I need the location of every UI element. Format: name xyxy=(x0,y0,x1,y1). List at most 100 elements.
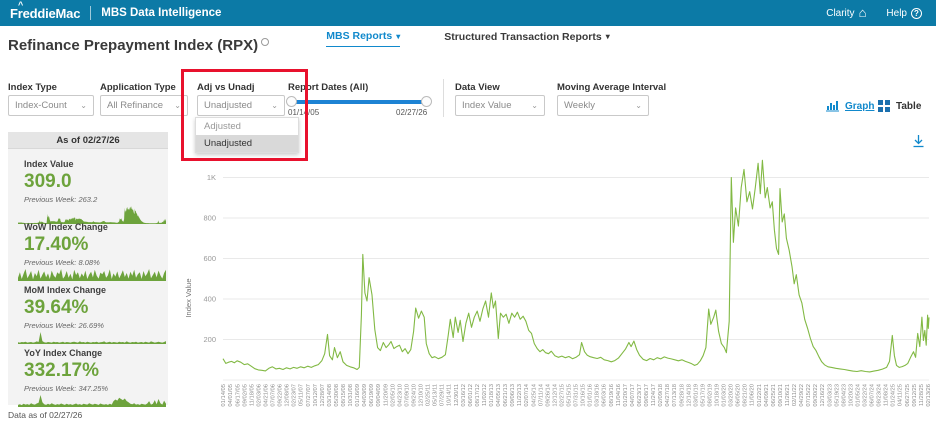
svg-text:01/01/16: 01/01/16 xyxy=(588,384,594,407)
svg-text:02/03/06: 02/03/06 xyxy=(256,384,262,407)
svg-text:01/22/21: 01/22/21 xyxy=(757,384,763,407)
metric-yoy-change: YoY Index Change 332.17% Previous Week: … xyxy=(8,338,168,407)
slider-track[interactable] xyxy=(290,100,428,104)
tab-mbs-reports[interactable]: MBS Reports ▾ xyxy=(326,30,401,47)
svg-text:01/16/09: 01/16/09 xyxy=(355,384,361,407)
svg-text:07/15/22: 07/15/22 xyxy=(806,384,812,407)
dropdown-option-adjusted[interactable]: Adjusted xyxy=(204,121,241,132)
data-view-label: Data View xyxy=(455,82,500,93)
svg-text:07/27/07: 07/27/07 xyxy=(306,384,312,407)
freddie-mac-logo[interactable]: ^ FreddieMac xyxy=(10,0,80,21)
svg-text:08/15/08: 08/15/08 xyxy=(341,384,347,407)
svg-text:09/04/09: 09/04/09 xyxy=(376,384,382,407)
svg-text:01/18/13: 01/18/13 xyxy=(489,384,495,407)
svg-text:03/20/20: 03/20/20 xyxy=(729,384,735,407)
svg-text:08/21/20: 08/21/20 xyxy=(743,384,749,407)
data-as-of-footnote: Data as of 02/27/26 xyxy=(8,410,83,420)
svg-text:06/23/17: 06/23/17 xyxy=(637,384,643,407)
svg-text:10/14/11: 10/14/11 xyxy=(447,384,453,406)
svg-text:11/26/21: 11/26/21 xyxy=(785,384,791,406)
slider-handle-start[interactable] xyxy=(286,96,297,107)
download-button[interactable] xyxy=(912,134,925,153)
svg-text:04/27/18: 04/27/18 xyxy=(665,384,671,407)
svg-text:04/11/25: 04/11/25 xyxy=(898,384,904,406)
svg-text:02/27/15: 02/27/15 xyxy=(559,384,565,407)
svg-text:08/17/12: 08/17/12 xyxy=(475,384,481,407)
svg-text:06/27/25: 06/27/25 xyxy=(905,384,911,407)
svg-text:12/14/18: 12/14/18 xyxy=(686,384,692,407)
svg-text:10/12/07: 10/12/07 xyxy=(313,384,319,407)
svg-text:600: 600 xyxy=(203,254,216,263)
svg-text:200: 200 xyxy=(203,335,216,344)
wow-change-sparkline xyxy=(18,269,166,281)
svg-text:03/18/16: 03/18/16 xyxy=(595,384,601,407)
help-link[interactable]: Help ? xyxy=(886,7,922,19)
svg-text:11/18/05: 11/18/05 xyxy=(249,384,255,406)
svg-text:07/09/10: 07/09/10 xyxy=(404,384,410,407)
svg-text:04/03/09: 04/03/09 xyxy=(362,384,368,407)
info-icon[interactable] xyxy=(261,38,270,46)
adj-vs-unadj-value: Unadjusted xyxy=(204,100,253,111)
svg-text:11/08/24: 11/08/24 xyxy=(884,383,890,406)
metric-value: 309.0 xyxy=(24,171,72,192)
tab-mbs-reports-label: MBS Reports xyxy=(326,30,393,42)
table-label: Table xyxy=(896,100,922,112)
metric-value: 39.64% xyxy=(24,297,89,318)
svg-text:09/10/21: 09/10/21 xyxy=(778,384,784,407)
svg-text:08/19/16: 08/19/16 xyxy=(609,384,615,407)
svg-text:12/12/14: 12/12/14 xyxy=(552,383,558,406)
summary-panel-header: As of 02/27/26 xyxy=(8,132,168,149)
svg-text:08/02/19: 08/02/19 xyxy=(707,384,713,407)
svg-text:09/02/05: 09/02/05 xyxy=(242,384,248,407)
svg-text:06/05/20: 06/05/20 xyxy=(736,384,742,407)
svg-text:01/24/25: 01/24/25 xyxy=(891,384,897,407)
svg-text:06/21/13: 06/21/13 xyxy=(503,384,509,407)
metric-value: 17.40% xyxy=(24,234,89,255)
svg-text:01/03/20: 01/03/20 xyxy=(722,384,728,407)
application-type-select[interactable]: All Refinance ⌄ xyxy=(100,95,188,116)
svg-text:09/24/10: 09/24/10 xyxy=(411,384,417,407)
svg-text:01/20/17: 01/20/17 xyxy=(623,384,629,407)
svg-text:06/03/16: 06/03/16 xyxy=(602,384,608,407)
svg-text:07/13/18: 07/13/18 xyxy=(672,384,678,407)
svg-text:09/08/17: 09/08/17 xyxy=(644,384,650,407)
moving-average-interval-label: Moving Average Interval xyxy=(557,82,667,93)
filter-divider xyxy=(443,79,444,117)
adj-vs-unadj-select[interactable]: Unadjusted ⌄ xyxy=(197,95,285,116)
logo-caret-icon: ^ xyxy=(18,0,24,10)
app-title: MBS Data Intelligence xyxy=(101,7,222,19)
index-type-select[interactable]: Index-Count ⌄ xyxy=(8,95,94,116)
table-view-button[interactable]: Table xyxy=(878,100,921,112)
moving-average-interval-select[interactable]: Weekly ⌄ xyxy=(557,95,649,116)
graph-view-button[interactable]: Graph xyxy=(826,100,874,112)
svg-text:12/16/22: 12/16/22 xyxy=(820,384,826,407)
svg-text:04/25/14: 04/25/14 xyxy=(531,383,537,406)
svg-text:08/04/23: 08/04/23 xyxy=(841,384,847,407)
svg-text:10/16/15: 10/16/15 xyxy=(581,384,587,407)
svg-text:06/01/12: 06/01/12 xyxy=(468,384,474,407)
tab-structured-transaction-reports[interactable]: Structured Transaction Reports ▾ xyxy=(444,30,610,47)
home-icon: ⌂ xyxy=(858,5,867,20)
clarity-link[interactable]: Clarity ⌂ xyxy=(826,5,867,20)
index-value-chart: 200 400 600 800 1K Index Value 01/14/05 04/01/0… xyxy=(180,148,936,420)
svg-text:02/09/18: 02/09/18 xyxy=(658,384,664,407)
metric-previous: Previous Week: 347.25% xyxy=(24,384,109,393)
svg-text:12/28/07: 12/28/07 xyxy=(320,384,326,407)
topbar-divider xyxy=(90,6,92,20)
data-view-select[interactable]: Index Value ⌄ xyxy=(455,95,545,116)
svg-text:09/26/14: 09/26/14 xyxy=(545,383,551,406)
dropdown-option-unadjusted[interactable]: Unadjusted xyxy=(196,135,298,152)
metric-label: MoM Index Change xyxy=(24,285,107,295)
topbar-right: Clarity ⌂ Help ? xyxy=(826,5,922,20)
chevron-down-icon: ⌄ xyxy=(174,101,181,110)
summary-panel: As of 02/27/26 Index Value 309.0 Previou… xyxy=(8,132,168,407)
svg-text:05/15/15: 05/15/15 xyxy=(567,384,573,407)
chevron-down-icon: ▾ xyxy=(605,32,610,41)
svg-text:03/14/08: 03/14/08 xyxy=(327,384,333,407)
slider-handle-end[interactable] xyxy=(421,96,432,107)
svg-text:12/10/10: 12/10/10 xyxy=(419,384,425,407)
svg-text:07/07/06: 07/07/06 xyxy=(271,384,277,407)
svg-text:10/20/23: 10/20/23 xyxy=(848,384,854,407)
index-type-value: Index-Count xyxy=(15,100,67,111)
